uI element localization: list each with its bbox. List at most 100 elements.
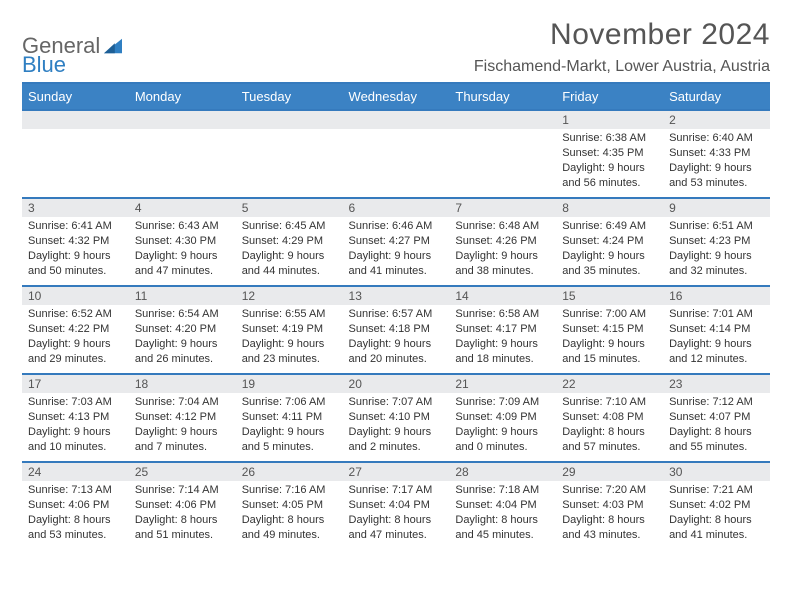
sunset-text: Sunset: 4:08 PM: [562, 410, 657, 425]
day-body: Sunrise: 7:03 AMSunset: 4:13 PMDaylight:…: [22, 393, 129, 458]
calendar-cell: 13Sunrise: 6:57 AMSunset: 4:18 PMDayligh…: [343, 285, 450, 373]
sunrise-text: Sunrise: 7:18 AM: [455, 483, 550, 498]
calendar-cell: 3Sunrise: 6:41 AMSunset: 4:32 PMDaylight…: [22, 197, 129, 285]
day-number: 19: [236, 373, 343, 393]
sunrise-text: Sunrise: 7:09 AM: [455, 395, 550, 410]
day-body: Sunrise: 6:57 AMSunset: 4:18 PMDaylight:…: [343, 305, 450, 370]
day-header-row: SundayMondayTuesdayWednesdayThursdayFrid…: [22, 84, 770, 109]
day-body: Sunrise: 6:54 AMSunset: 4:20 PMDaylight:…: [129, 305, 236, 370]
sunrise-text: Sunrise: 6:51 AM: [669, 219, 764, 234]
calendar-cell: [449, 109, 556, 197]
sunrise-text: Sunrise: 7:10 AM: [562, 395, 657, 410]
day-number: 29: [556, 461, 663, 481]
daylight-text: Daylight: 8 hours and 41 minutes.: [669, 513, 764, 543]
day-body: Sunrise: 7:07 AMSunset: 4:10 PMDaylight:…: [343, 393, 450, 458]
calendar-cell: 14Sunrise: 6:58 AMSunset: 4:17 PMDayligh…: [449, 285, 556, 373]
day-body: Sunrise: 6:43 AMSunset: 4:30 PMDaylight:…: [129, 217, 236, 282]
calendar-cell: 10Sunrise: 6:52 AMSunset: 4:22 PMDayligh…: [22, 285, 129, 373]
calendar-cell: 12Sunrise: 6:55 AMSunset: 4:19 PMDayligh…: [236, 285, 343, 373]
calendar-cell: 11Sunrise: 6:54 AMSunset: 4:20 PMDayligh…: [129, 285, 236, 373]
day-header: Wednesday: [343, 84, 450, 109]
sunset-text: Sunset: 4:19 PM: [242, 322, 337, 337]
day-number: 23: [663, 373, 770, 393]
day-body: Sunrise: 6:58 AMSunset: 4:17 PMDaylight:…: [449, 305, 556, 370]
calendar-cell: 30Sunrise: 7:21 AMSunset: 4:02 PMDayligh…: [663, 461, 770, 549]
daylight-text: Daylight: 9 hours and 26 minutes.: [135, 337, 230, 367]
sunset-text: Sunset: 4:10 PM: [349, 410, 444, 425]
calendar-week: 10Sunrise: 6:52 AMSunset: 4:22 PMDayligh…: [22, 285, 770, 373]
sunset-text: Sunset: 4:24 PM: [562, 234, 657, 249]
logo-sail-icon: [102, 37, 124, 55]
sunset-text: Sunset: 4:29 PM: [242, 234, 337, 249]
day-body: Sunrise: 7:09 AMSunset: 4:09 PMDaylight:…: [449, 393, 556, 458]
sunset-text: Sunset: 4:11 PM: [242, 410, 337, 425]
day-body: Sunrise: 7:16 AMSunset: 4:05 PMDaylight:…: [236, 481, 343, 546]
day-number: 16: [663, 285, 770, 305]
calendar-cell: 25Sunrise: 7:14 AMSunset: 4:06 PMDayligh…: [129, 461, 236, 549]
day-number: 4: [129, 197, 236, 217]
sunrise-text: Sunrise: 6:41 AM: [28, 219, 123, 234]
sunrise-text: Sunrise: 7:07 AM: [349, 395, 444, 410]
calendar-cell: 8Sunrise: 6:49 AMSunset: 4:24 PMDaylight…: [556, 197, 663, 285]
daylight-text: Daylight: 8 hours and 47 minutes.: [349, 513, 444, 543]
day-body: Sunrise: 7:04 AMSunset: 4:12 PMDaylight:…: [129, 393, 236, 458]
day-number: 1: [556, 109, 663, 129]
daylight-text: Daylight: 9 hours and 56 minutes.: [562, 161, 657, 191]
calendar-cell: 21Sunrise: 7:09 AMSunset: 4:09 PMDayligh…: [449, 373, 556, 461]
calendar-cell: 9Sunrise: 6:51 AMSunset: 4:23 PMDaylight…: [663, 197, 770, 285]
daylight-text: Daylight: 9 hours and 32 minutes.: [669, 249, 764, 279]
daylight-text: Daylight: 9 hours and 5 minutes.: [242, 425, 337, 455]
sunset-text: Sunset: 4:20 PM: [135, 322, 230, 337]
calendar-table: SundayMondayTuesdayWednesdayThursdayFrid…: [22, 84, 770, 549]
logo-text-line2: Blue: [22, 54, 124, 76]
day-number-empty: [236, 109, 343, 129]
calendar-cell: 22Sunrise: 7:10 AMSunset: 4:08 PMDayligh…: [556, 373, 663, 461]
day-body: Sunrise: 6:52 AMSunset: 4:22 PMDaylight:…: [22, 305, 129, 370]
daylight-text: Daylight: 9 hours and 41 minutes.: [349, 249, 444, 279]
day-header: Saturday: [663, 84, 770, 109]
calendar-week: 24Sunrise: 7:13 AMSunset: 4:06 PMDayligh…: [22, 461, 770, 549]
daylight-text: Daylight: 9 hours and 10 minutes.: [28, 425, 123, 455]
day-body: Sunrise: 6:38 AMSunset: 4:35 PMDaylight:…: [556, 129, 663, 194]
daylight-text: Daylight: 8 hours and 45 minutes.: [455, 513, 550, 543]
sunrise-text: Sunrise: 7:12 AM: [669, 395, 764, 410]
sunset-text: Sunset: 4:09 PM: [455, 410, 550, 425]
calendar-cell: 20Sunrise: 7:07 AMSunset: 4:10 PMDayligh…: [343, 373, 450, 461]
header-bar: General Blue November 2024 Fischamend-Ma…: [22, 18, 770, 76]
sunrise-text: Sunrise: 7:14 AM: [135, 483, 230, 498]
sunrise-text: Sunrise: 6:49 AM: [562, 219, 657, 234]
day-body: Sunrise: 7:20 AMSunset: 4:03 PMDaylight:…: [556, 481, 663, 546]
day-body: Sunrise: 7:17 AMSunset: 4:04 PMDaylight:…: [343, 481, 450, 546]
calendar-cell: 26Sunrise: 7:16 AMSunset: 4:05 PMDayligh…: [236, 461, 343, 549]
sunset-text: Sunset: 4:26 PM: [455, 234, 550, 249]
sunset-text: Sunset: 4:13 PM: [28, 410, 123, 425]
sunset-text: Sunset: 4:22 PM: [28, 322, 123, 337]
day-number-empty: [22, 109, 129, 129]
calendar-cell: 2Sunrise: 6:40 AMSunset: 4:33 PMDaylight…: [663, 109, 770, 197]
calendar-cell: 17Sunrise: 7:03 AMSunset: 4:13 PMDayligh…: [22, 373, 129, 461]
day-number-empty: [449, 109, 556, 129]
sunset-text: Sunset: 4:02 PM: [669, 498, 764, 513]
daylight-text: Daylight: 8 hours and 43 minutes.: [562, 513, 657, 543]
day-body: Sunrise: 7:12 AMSunset: 4:07 PMDaylight:…: [663, 393, 770, 458]
daylight-text: Daylight: 9 hours and 47 minutes.: [135, 249, 230, 279]
day-body: Sunrise: 7:00 AMSunset: 4:15 PMDaylight:…: [556, 305, 663, 370]
sunrise-text: Sunrise: 7:16 AM: [242, 483, 337, 498]
sunrise-text: Sunrise: 6:54 AM: [135, 307, 230, 322]
sunrise-text: Sunrise: 7:17 AM: [349, 483, 444, 498]
daylight-text: Daylight: 9 hours and 15 minutes.: [562, 337, 657, 367]
day-body: Sunrise: 6:45 AMSunset: 4:29 PMDaylight:…: [236, 217, 343, 282]
calendar-cell: [129, 109, 236, 197]
sunrise-text: Sunrise: 6:58 AM: [455, 307, 550, 322]
sunset-text: Sunset: 4:06 PM: [28, 498, 123, 513]
calendar-week: 1Sunrise: 6:38 AMSunset: 4:35 PMDaylight…: [22, 109, 770, 197]
daylight-text: Daylight: 9 hours and 53 minutes.: [669, 161, 764, 191]
daylight-text: Daylight: 9 hours and 35 minutes.: [562, 249, 657, 279]
sunset-text: Sunset: 4:35 PM: [562, 146, 657, 161]
day-body: Sunrise: 6:49 AMSunset: 4:24 PMDaylight:…: [556, 217, 663, 282]
daylight-text: Daylight: 9 hours and 20 minutes.: [349, 337, 444, 367]
day-body: Sunrise: 7:06 AMSunset: 4:11 PMDaylight:…: [236, 393, 343, 458]
calendar-cell: 4Sunrise: 6:43 AMSunset: 4:30 PMDaylight…: [129, 197, 236, 285]
sunrise-text: Sunrise: 6:45 AM: [242, 219, 337, 234]
sunrise-text: Sunrise: 7:03 AM: [28, 395, 123, 410]
